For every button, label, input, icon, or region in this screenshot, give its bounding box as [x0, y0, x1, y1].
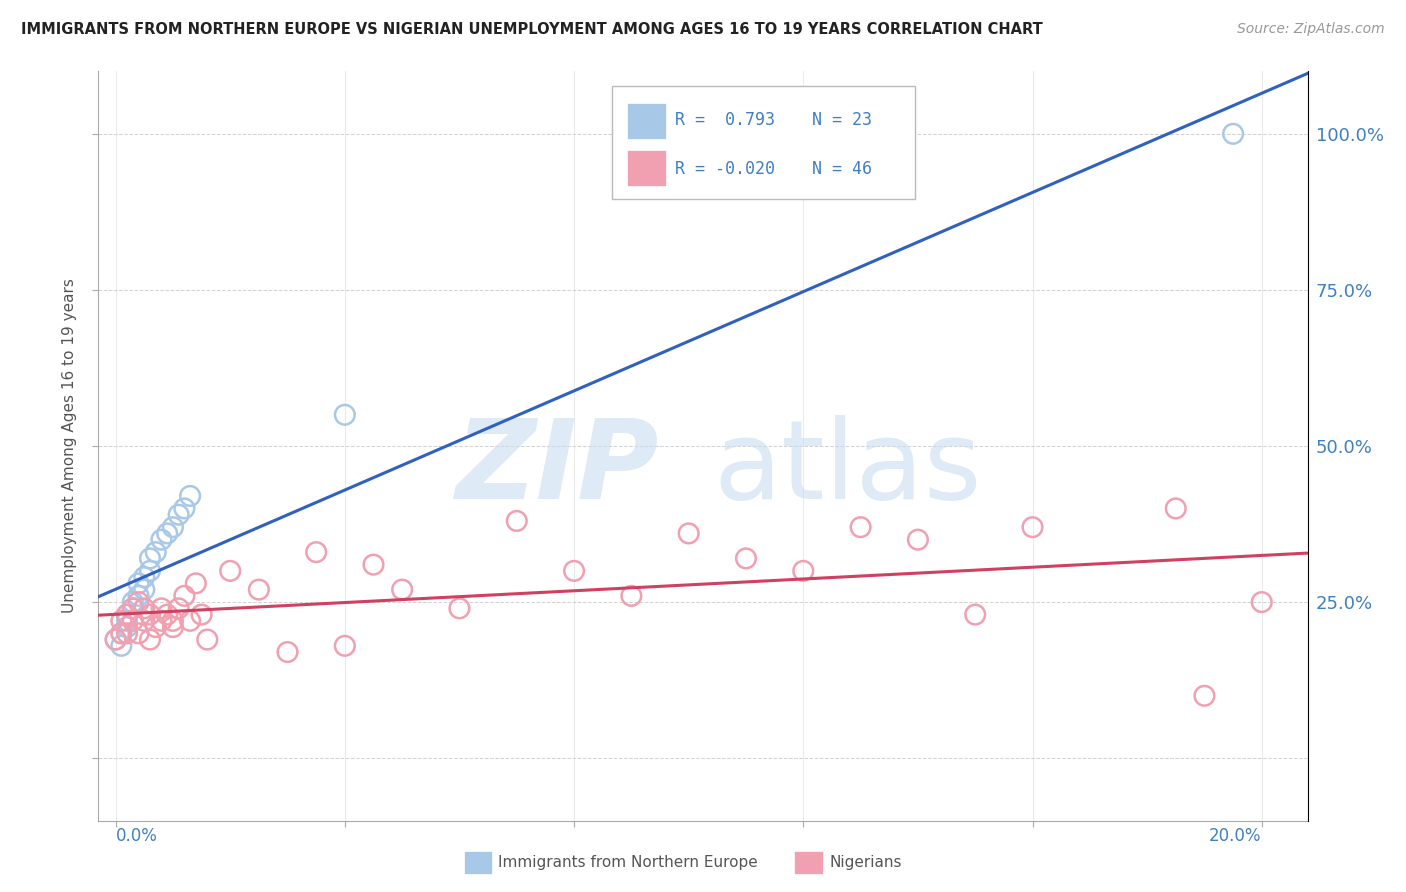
Point	[115, 626, 138, 640]
Point	[121, 601, 143, 615]
Point	[134, 614, 156, 628]
Text: ZIP: ZIP	[456, 415, 659, 522]
Point	[190, 607, 212, 622]
Point	[219, 564, 242, 578]
Text: Nigerians: Nigerians	[830, 855, 903, 870]
Text: 0.0%: 0.0%	[115, 827, 157, 845]
Point	[110, 626, 132, 640]
Point	[849, 520, 872, 534]
Point	[167, 508, 190, 522]
Point	[150, 601, 173, 615]
Text: R =  0.793: R = 0.793	[675, 112, 775, 129]
Point	[134, 601, 156, 615]
Point	[128, 626, 150, 640]
Point	[1021, 520, 1043, 534]
FancyBboxPatch shape	[627, 150, 665, 186]
Point	[678, 526, 700, 541]
Point	[167, 601, 190, 615]
Point	[1222, 127, 1244, 141]
Point	[162, 614, 184, 628]
Point	[391, 582, 413, 597]
Y-axis label: Unemployment Among Ages 16 to 19 years: Unemployment Among Ages 16 to 19 years	[62, 278, 77, 614]
Point	[139, 551, 162, 566]
FancyBboxPatch shape	[627, 103, 665, 139]
Text: Source: ZipAtlas.com: Source: ZipAtlas.com	[1237, 22, 1385, 37]
Point	[145, 620, 167, 634]
Point	[121, 595, 143, 609]
Point	[506, 514, 529, 528]
Point	[195, 632, 218, 647]
Point	[110, 614, 132, 628]
Text: R = -0.020: R = -0.020	[675, 160, 775, 178]
Point	[121, 614, 143, 628]
Point	[247, 582, 270, 597]
Point	[150, 533, 173, 547]
Point	[128, 595, 150, 609]
Point	[145, 545, 167, 559]
Point	[449, 601, 471, 615]
Text: N = 46: N = 46	[811, 160, 872, 178]
Point	[115, 607, 138, 622]
Point	[156, 607, 179, 622]
Point	[134, 582, 156, 597]
Point	[184, 576, 207, 591]
Point	[179, 489, 201, 503]
Point	[110, 626, 132, 640]
Point	[139, 632, 162, 647]
Point	[333, 408, 356, 422]
Text: atlas: atlas	[714, 415, 983, 522]
Text: N = 23: N = 23	[811, 112, 872, 129]
Point	[305, 545, 328, 559]
Point	[104, 632, 127, 647]
Point	[1164, 501, 1187, 516]
Point	[134, 570, 156, 584]
Point	[1250, 595, 1272, 609]
Point	[104, 632, 127, 647]
Point	[128, 576, 150, 591]
Point	[128, 589, 150, 603]
Point	[115, 614, 138, 628]
Point	[620, 589, 643, 603]
Point	[735, 551, 758, 566]
Point	[333, 639, 356, 653]
Point	[121, 601, 143, 615]
Point	[115, 607, 138, 622]
Point	[162, 520, 184, 534]
Text: IMMIGRANTS FROM NORTHERN EUROPE VS NIGERIAN UNEMPLOYMENT AMONG AGES 16 TO 19 YEA: IMMIGRANTS FROM NORTHERN EUROPE VS NIGER…	[21, 22, 1043, 37]
Point	[150, 614, 173, 628]
Point	[179, 614, 201, 628]
Point	[562, 564, 585, 578]
Point	[173, 501, 195, 516]
Text: 20.0%: 20.0%	[1209, 827, 1261, 845]
Point	[1194, 689, 1216, 703]
Point	[965, 607, 987, 622]
Point	[792, 564, 814, 578]
FancyBboxPatch shape	[613, 87, 915, 199]
Point	[139, 564, 162, 578]
Point	[907, 533, 929, 547]
Point	[139, 607, 162, 622]
Text: Immigrants from Northern Europe: Immigrants from Northern Europe	[498, 855, 758, 870]
Point	[110, 639, 132, 653]
Point	[162, 620, 184, 634]
Point	[277, 645, 299, 659]
Point	[363, 558, 385, 572]
Point	[173, 589, 195, 603]
Point	[156, 526, 179, 541]
Point	[115, 620, 138, 634]
